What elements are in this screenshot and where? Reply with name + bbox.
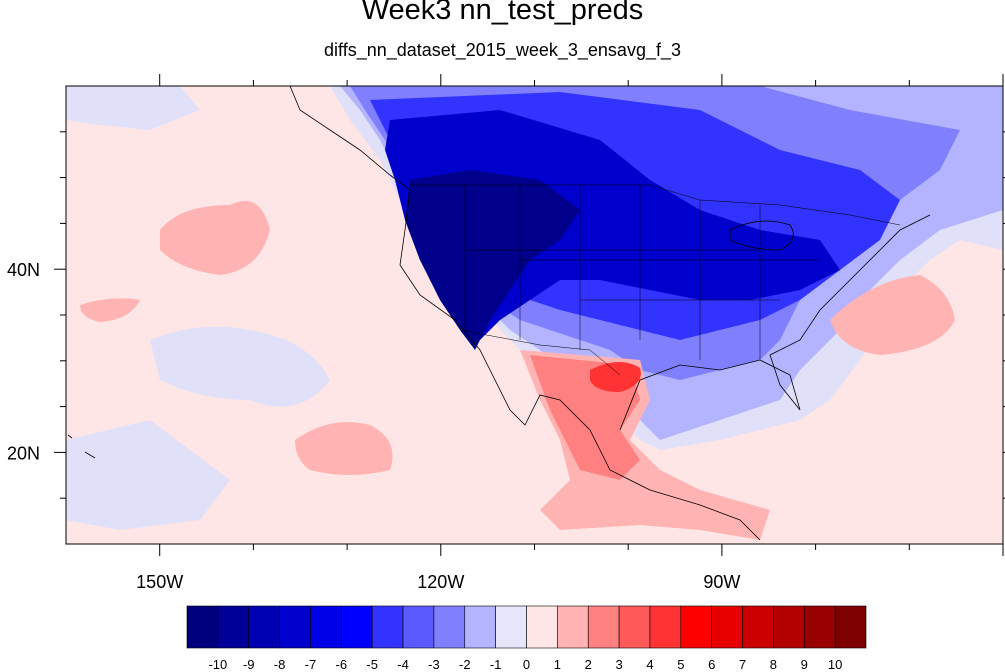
colorbar-swatch (711, 605, 743, 649)
colorbar-label: 7 (739, 657, 746, 672)
anomaly-pink-pacific-north (160, 200, 270, 275)
colorbar-label: -5 (366, 657, 378, 672)
colorbar-label: 8 (770, 657, 777, 672)
colorbar-label: 2 (585, 657, 592, 672)
state-borders (410, 184, 901, 376)
anomaly-pink-atlantic (830, 275, 955, 355)
colorbar-swatch (773, 605, 805, 649)
anomaly-pink-pacific-south (295, 422, 393, 475)
coastlines (67, 86, 931, 541)
axis-ticks (54, 74, 1005, 556)
us-canada-border (410, 184, 901, 226)
colorbar-label: 10 (828, 657, 842, 672)
colorbar-label: 0 (523, 657, 530, 672)
colorbar-label: -6 (336, 657, 348, 672)
colorbar-label: 6 (708, 657, 715, 672)
colorbar-swatch (371, 605, 404, 649)
figure-subtitle: diffs_nn_dataset_2015_week_3_ensavg_f_3 (324, 40, 681, 60)
colorbar-label: -4 (397, 657, 409, 672)
anomaly-field (66, 86, 1003, 540)
interior-borders (464, 185, 820, 360)
colorbar-swatch (186, 605, 219, 649)
colorbar-label: -1 (490, 657, 502, 672)
colorbar-swatch (279, 605, 311, 649)
colorbar-label: 3 (615, 657, 622, 672)
anomaly-light-blue-southwest (66, 420, 230, 530)
colorbar-swatch (618, 605, 651, 649)
colorbar-label: -7 (305, 657, 317, 672)
hawaii-islands (67, 434, 96, 459)
colorbar-swatch (649, 605, 682, 649)
x-tick-label: 90W (703, 572, 740, 592)
colorbar-label: -8 (274, 657, 286, 672)
y-tick-label: 40N (7, 260, 40, 280)
colorbar-swatch (433, 605, 466, 649)
map-panel (65, 85, 1004, 545)
us-mexico-border (459, 329, 621, 376)
colorbar-label: -3 (428, 657, 440, 672)
anomaly-red-texas (590, 361, 641, 392)
colorbar: -10 -9 -8 -7 -6 -5 -4 -3 -2 -1 0 1 2 3 4 5 6 7 8 9 10 (186, 605, 867, 672)
colorbar-swatch (217, 605, 250, 649)
colorbar-label: -2 (459, 657, 471, 672)
colorbar-swatch (803, 605, 836, 649)
colorbar-swatch (834, 605, 867, 649)
colorbar-swatch (526, 605, 558, 649)
colorbar-label: 5 (677, 657, 684, 672)
colorbar-swatch (341, 605, 373, 649)
colorbar-label: 4 (646, 657, 653, 672)
colorbar-swatch (495, 605, 527, 649)
colorbar-label: 9 (801, 657, 808, 672)
anomaly-light-blue-northwest (66, 86, 200, 130)
colorbar-swatch (680, 605, 712, 649)
colorbar-swatch (248, 605, 280, 649)
x-tick-label: 150W (136, 572, 183, 592)
figure-title: Week3 nn_test_preds (361, 0, 644, 26)
anomaly-light-blue-pacific (150, 326, 330, 407)
colorbar-label: 1 (554, 657, 561, 672)
colorbar-swatch (310, 605, 342, 649)
colorbar-label: -10 (208, 657, 227, 672)
colorbar-swatch (557, 605, 589, 649)
north-america-coastline (289, 86, 761, 541)
colorbar-label: -9 (243, 657, 255, 672)
anomaly-pink-pacific-west (80, 298, 140, 322)
colorbar-swatch (402, 605, 435, 649)
y-tick-label: 20N (7, 443, 40, 463)
colorbar-swatch (742, 605, 774, 649)
x-tick-label: 120W (417, 572, 464, 592)
axis-tick-labels: 150W 120W 90W 40N 20N (7, 260, 740, 592)
great-lakes-outline (729, 220, 794, 251)
anomaly-darkest-blue (405, 170, 580, 350)
colorbar-swatch (587, 605, 620, 649)
gulf-coastline (619, 214, 931, 431)
colorbar-swatch (464, 605, 496, 649)
